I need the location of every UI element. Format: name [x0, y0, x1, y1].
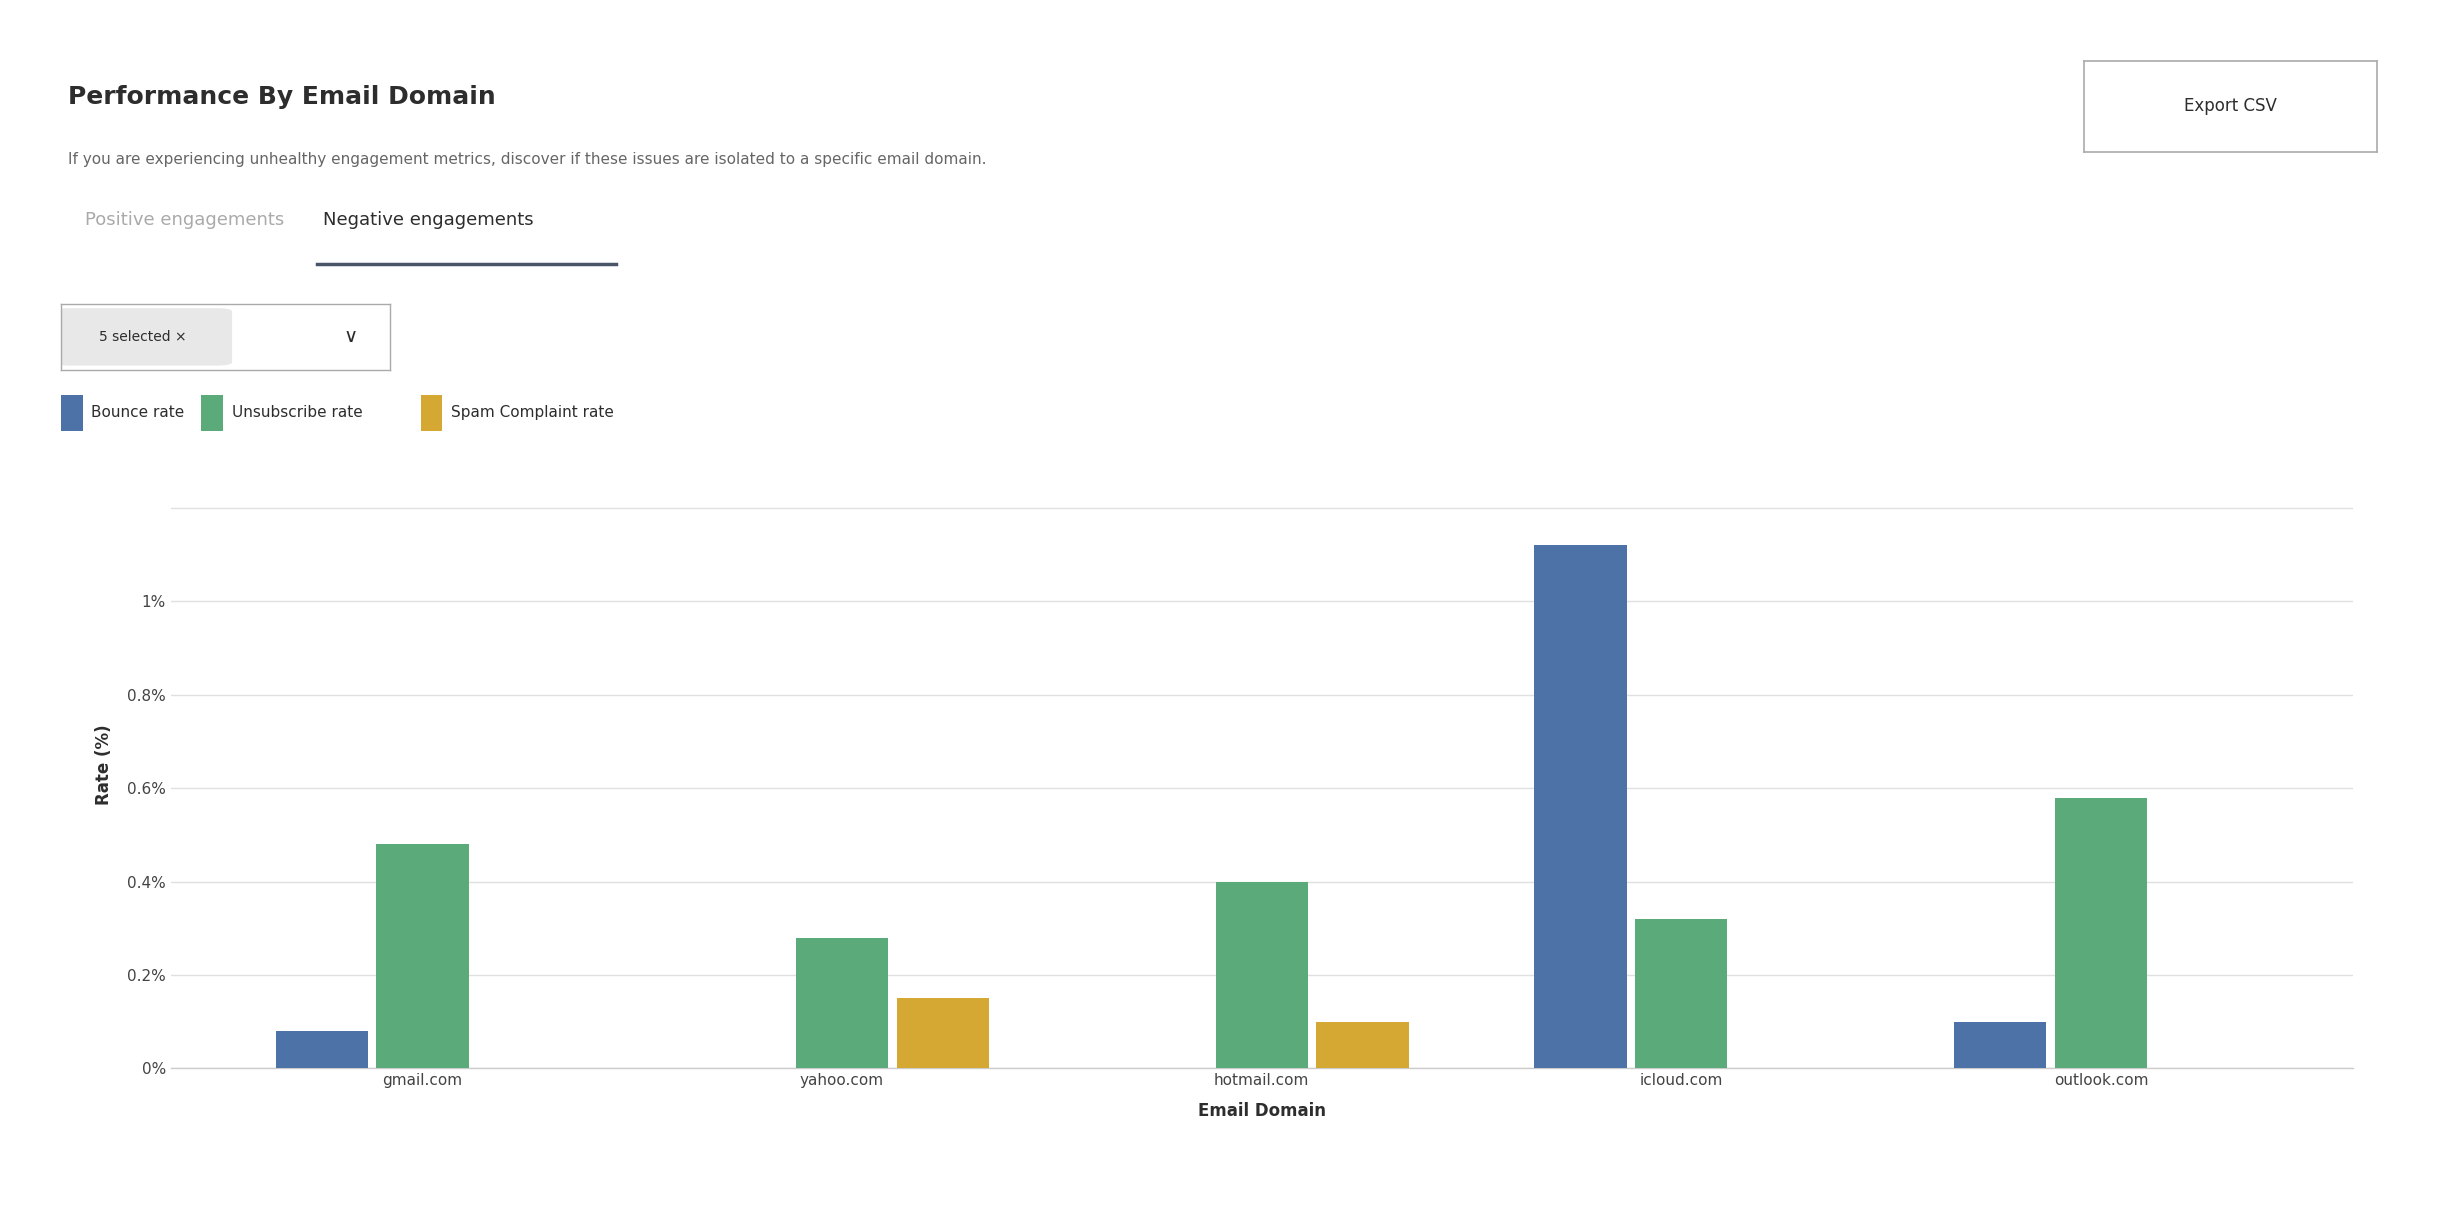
Text: Export CSV: Export CSV: [2184, 97, 2277, 115]
Text: Bounce rate: Bounce rate: [93, 405, 185, 420]
Text: Spam Complaint rate: Spam Complaint rate: [451, 405, 614, 420]
FancyBboxPatch shape: [54, 308, 232, 365]
Y-axis label: Rate (%): Rate (%): [95, 725, 112, 805]
Bar: [1636, 919, 1729, 1068]
Bar: [375, 844, 468, 1068]
Text: Positive engagements: Positive engagements: [85, 211, 285, 229]
Bar: [200, 395, 224, 431]
Bar: [1953, 1022, 2045, 1068]
Bar: [275, 1031, 368, 1068]
Text: Performance By Email Domain: Performance By Email Domain: [68, 85, 495, 109]
Bar: [1317, 1022, 1409, 1068]
Bar: [61, 395, 83, 431]
Text: Unsubscribe rate: Unsubscribe rate: [232, 405, 363, 420]
Text: 5 selected ×: 5 selected ×: [100, 330, 188, 344]
Bar: [795, 937, 887, 1068]
Text: If you are experiencing unhealthy engagement metrics, discover if these issues a: If you are experiencing unhealthy engage…: [68, 152, 987, 166]
Text: Negative engagements: Negative engagements: [322, 211, 534, 229]
Text: ∨: ∨: [344, 328, 358, 346]
Bar: [897, 998, 990, 1068]
Bar: [1217, 881, 1307, 1068]
Bar: [1534, 545, 1626, 1068]
X-axis label: Email Domain: Email Domain: [1197, 1102, 1326, 1121]
Bar: [419, 395, 444, 431]
Bar: [2055, 798, 2148, 1068]
